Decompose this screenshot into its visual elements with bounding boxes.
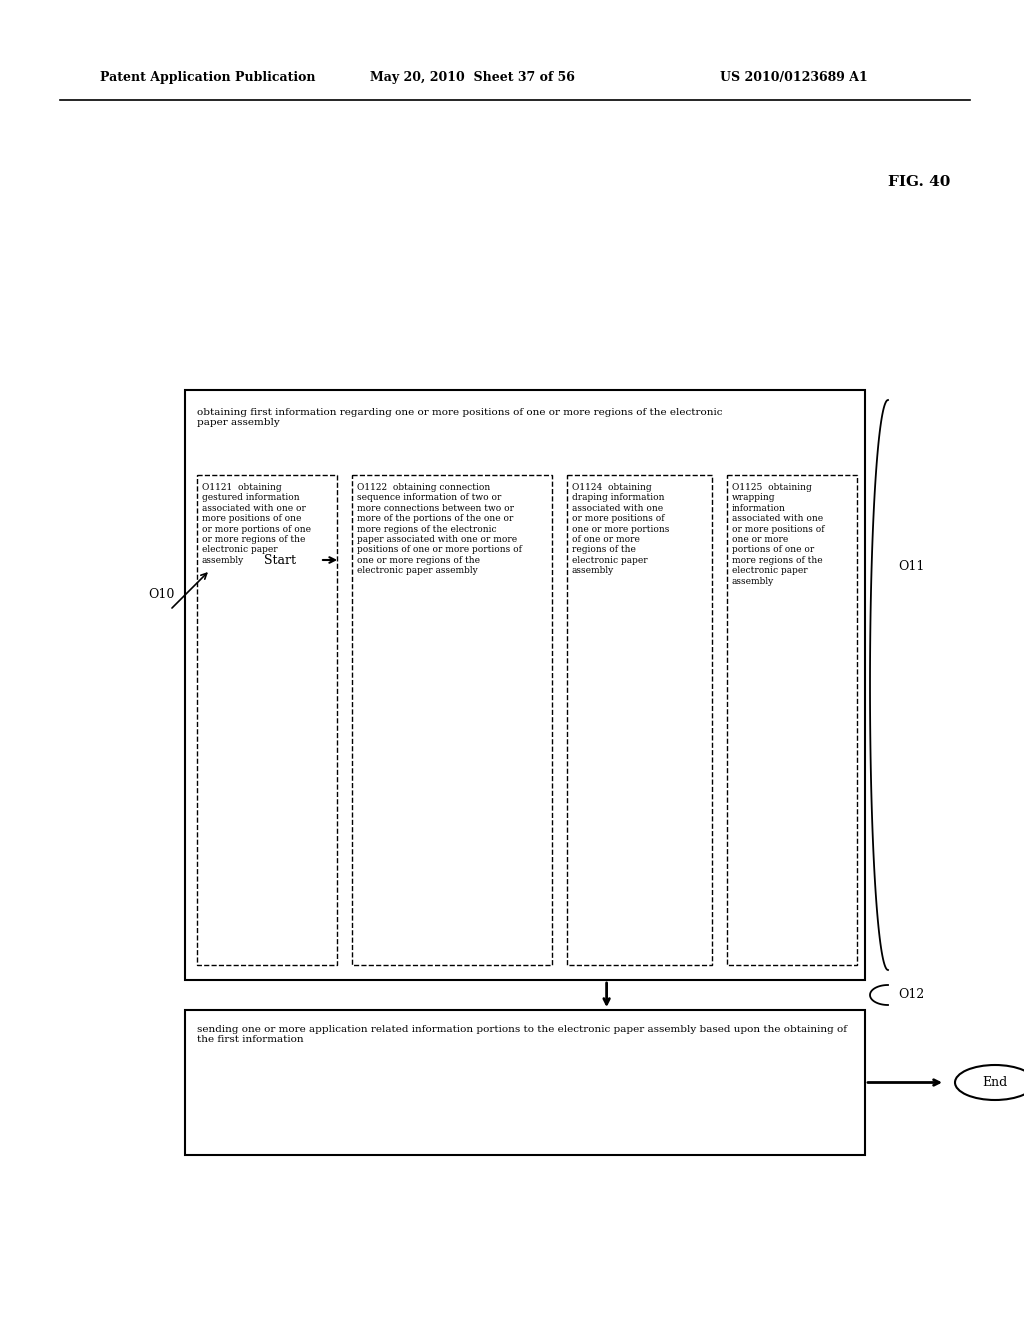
Text: FIG. 40: FIG. 40 <box>888 176 950 189</box>
Text: O10: O10 <box>148 589 174 602</box>
Text: O11: O11 <box>898 561 925 573</box>
Text: obtaining first information regarding one or more positions of one or more regio: obtaining first information regarding on… <box>197 408 723 428</box>
Ellipse shape <box>955 1065 1024 1100</box>
Bar <box>567 475 712 965</box>
Ellipse shape <box>240 543 319 578</box>
Text: May 20, 2010  Sheet 37 of 56: May 20, 2010 Sheet 37 of 56 <box>370 71 574 84</box>
Bar <box>185 389 865 979</box>
Text: US 2010/0123689 A1: US 2010/0123689 A1 <box>720 71 867 84</box>
Text: Patent Application Publication: Patent Application Publication <box>100 71 315 84</box>
Text: O1121  obtaining
gestured information
associated with one or
more positions of o: O1121 obtaining gestured information ass… <box>202 483 311 565</box>
Text: Start: Start <box>264 553 296 566</box>
Bar <box>727 475 857 965</box>
Bar <box>197 475 337 965</box>
Text: O1124  obtaining
draping information
associated with one
or more positions of
on: O1124 obtaining draping information asso… <box>572 483 670 576</box>
Bar <box>352 475 552 965</box>
Bar <box>185 1010 865 1155</box>
Text: O1122  obtaining connection
sequence information of two or
more connections betw: O1122 obtaining connection sequence info… <box>357 483 522 576</box>
Text: sending one or more application related information portions to the electronic p: sending one or more application related … <box>197 1026 847 1044</box>
Text: O12: O12 <box>898 989 925 1002</box>
Text: End: End <box>982 1076 1008 1089</box>
Text: O1125  obtaining
wrapping
information
associated with one
or more positions of
o: O1125 obtaining wrapping information ass… <box>732 483 824 586</box>
